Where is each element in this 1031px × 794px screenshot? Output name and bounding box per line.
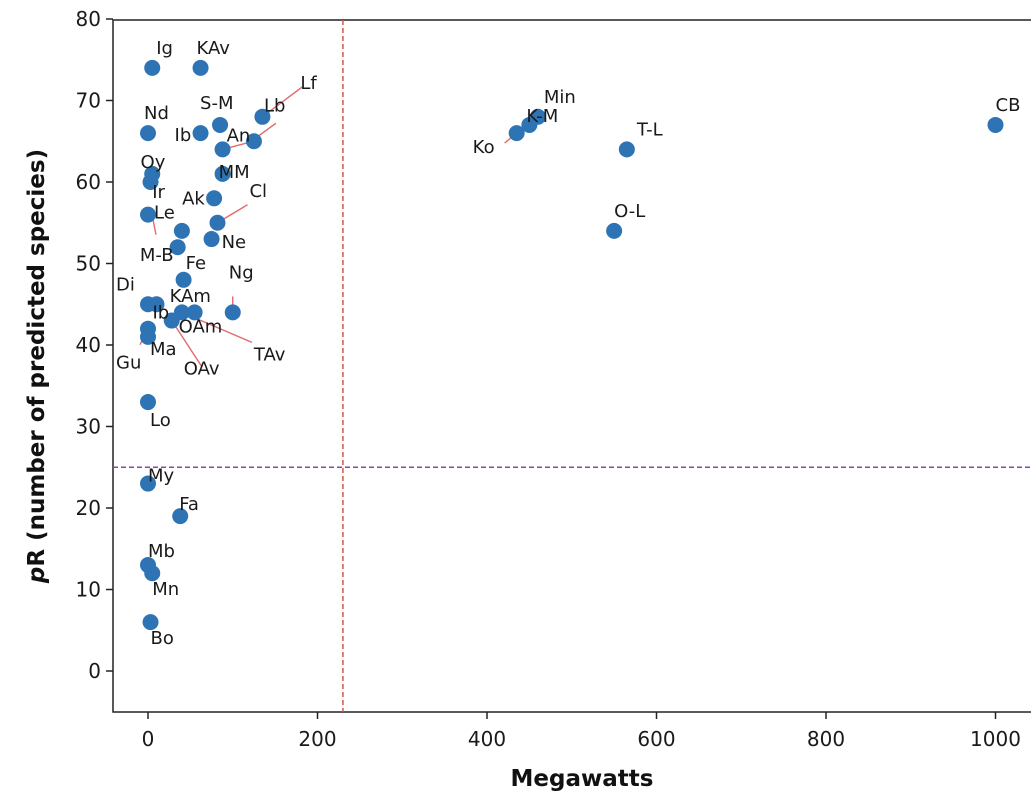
y-tick-label: 10 [76, 578, 101, 602]
point-label: Le [154, 203, 175, 224]
data-point [618, 141, 635, 158]
point-label: Min [544, 87, 576, 108]
x-axis-title: Megawatts [511, 766, 654, 792]
point-label: Ko [473, 137, 495, 158]
y-axis-title-rest: R (number of predicted species) [24, 149, 50, 567]
point-label: Nd [144, 103, 169, 124]
plot-frame [112, 19, 1031, 713]
point-labels: Ig KAv Lf Lb S-M Nd An Ib MM Oy Ir Cl Ak Le Ne M-B Fe Ng D… [116, 38, 1020, 649]
y-tick-label: 80 [76, 7, 101, 31]
y-tick-label: 0 [88, 659, 101, 683]
data-point [175, 271, 192, 288]
point-label: Ib [175, 125, 192, 146]
y-axis-title-italic: p [24, 567, 50, 584]
point-label: KAm [170, 286, 211, 307]
y-axis-ticks: 0 10 20 30 40 50 60 70 80 [76, 7, 113, 683]
data-point [173, 222, 190, 239]
x-tick-label: 200 [298, 727, 336, 751]
point-label: OAm [179, 316, 223, 337]
data-point [144, 565, 161, 582]
data-point [508, 125, 525, 142]
data-point [144, 59, 161, 76]
x-tick-label: 1000 [970, 727, 1021, 751]
y-tick-label: 50 [76, 252, 101, 276]
point-label: OAv [184, 359, 220, 380]
data-point [140, 475, 156, 492]
data-point [186, 304, 203, 321]
leader-line [261, 86, 303, 118]
data-point [192, 125, 209, 142]
point-label: An [227, 125, 251, 146]
data-point [987, 116, 1004, 133]
point-label: T-L [636, 119, 663, 140]
data-point [169, 239, 186, 256]
point-label: Fa [179, 494, 199, 515]
x-tick-label: 0 [142, 727, 155, 751]
data-point [224, 304, 241, 321]
point-label: O-L [614, 201, 645, 222]
data-point [140, 394, 156, 411]
x-tick-label: 800 [807, 727, 845, 751]
point-label: TAv [253, 344, 286, 365]
point-label: K-M [526, 106, 558, 127]
point-label: Di [116, 274, 135, 295]
x-tick-label: 400 [468, 727, 506, 751]
point-label: Gu [116, 353, 141, 374]
point-label: Ak [182, 188, 205, 209]
data-point [148, 296, 165, 313]
y-tick-label: 40 [76, 333, 101, 357]
data-point [142, 614, 159, 631]
data-point [140, 206, 156, 223]
data-points [140, 59, 1004, 631]
y-tick-label: 60 [76, 170, 101, 194]
data-point [172, 508, 189, 525]
data-point [163, 312, 180, 329]
point-label: Ib [152, 302, 169, 323]
data-point [214, 165, 231, 182]
point-label: Mn [152, 579, 179, 600]
point-label: Cl [249, 181, 267, 202]
data-point [206, 190, 223, 207]
point-label: Fe [186, 253, 206, 274]
x-tick-label: 600 [637, 727, 675, 751]
data-point [214, 141, 231, 158]
data-point [212, 116, 229, 133]
x-axis-ticks: 0 200 400 600 800 1000 [142, 712, 1021, 751]
point-label: CB [996, 95, 1021, 116]
point-label: M-B [140, 245, 174, 266]
point-label: Lf [300, 73, 317, 94]
data-point [144, 165, 161, 182]
y-tick-label: 20 [76, 496, 101, 520]
data-point [140, 125, 156, 142]
data-point [521, 116, 538, 133]
data-point [203, 231, 220, 248]
point-label: Ma [150, 339, 177, 360]
point-label: Bo [151, 628, 174, 649]
data-point [209, 214, 226, 231]
point-label: KAv [197, 38, 231, 59]
data-point [192, 59, 209, 76]
point-label: Ne [222, 232, 247, 253]
point-label: Ir [152, 182, 165, 203]
y-tick-label: 30 [76, 415, 101, 439]
data-point [140, 320, 156, 337]
data-point [606, 222, 623, 239]
point-label: Oy [141, 152, 166, 173]
point-label: Ng [229, 262, 254, 283]
point-label: Lo [150, 410, 171, 431]
point-label: Lb [264, 95, 285, 116]
point-label: MM [219, 162, 250, 183]
data-point [254, 108, 271, 125]
point-label: Ig [156, 38, 173, 59]
y-tick-label: 70 [76, 89, 101, 113]
leader-line [171, 320, 203, 367]
data-point [245, 133, 262, 150]
point-label: S-M [200, 93, 233, 114]
point-label: Mb [148, 541, 175, 562]
point-label: My [148, 466, 175, 487]
y-axis-title: pR (number of predicted species) [24, 149, 50, 584]
